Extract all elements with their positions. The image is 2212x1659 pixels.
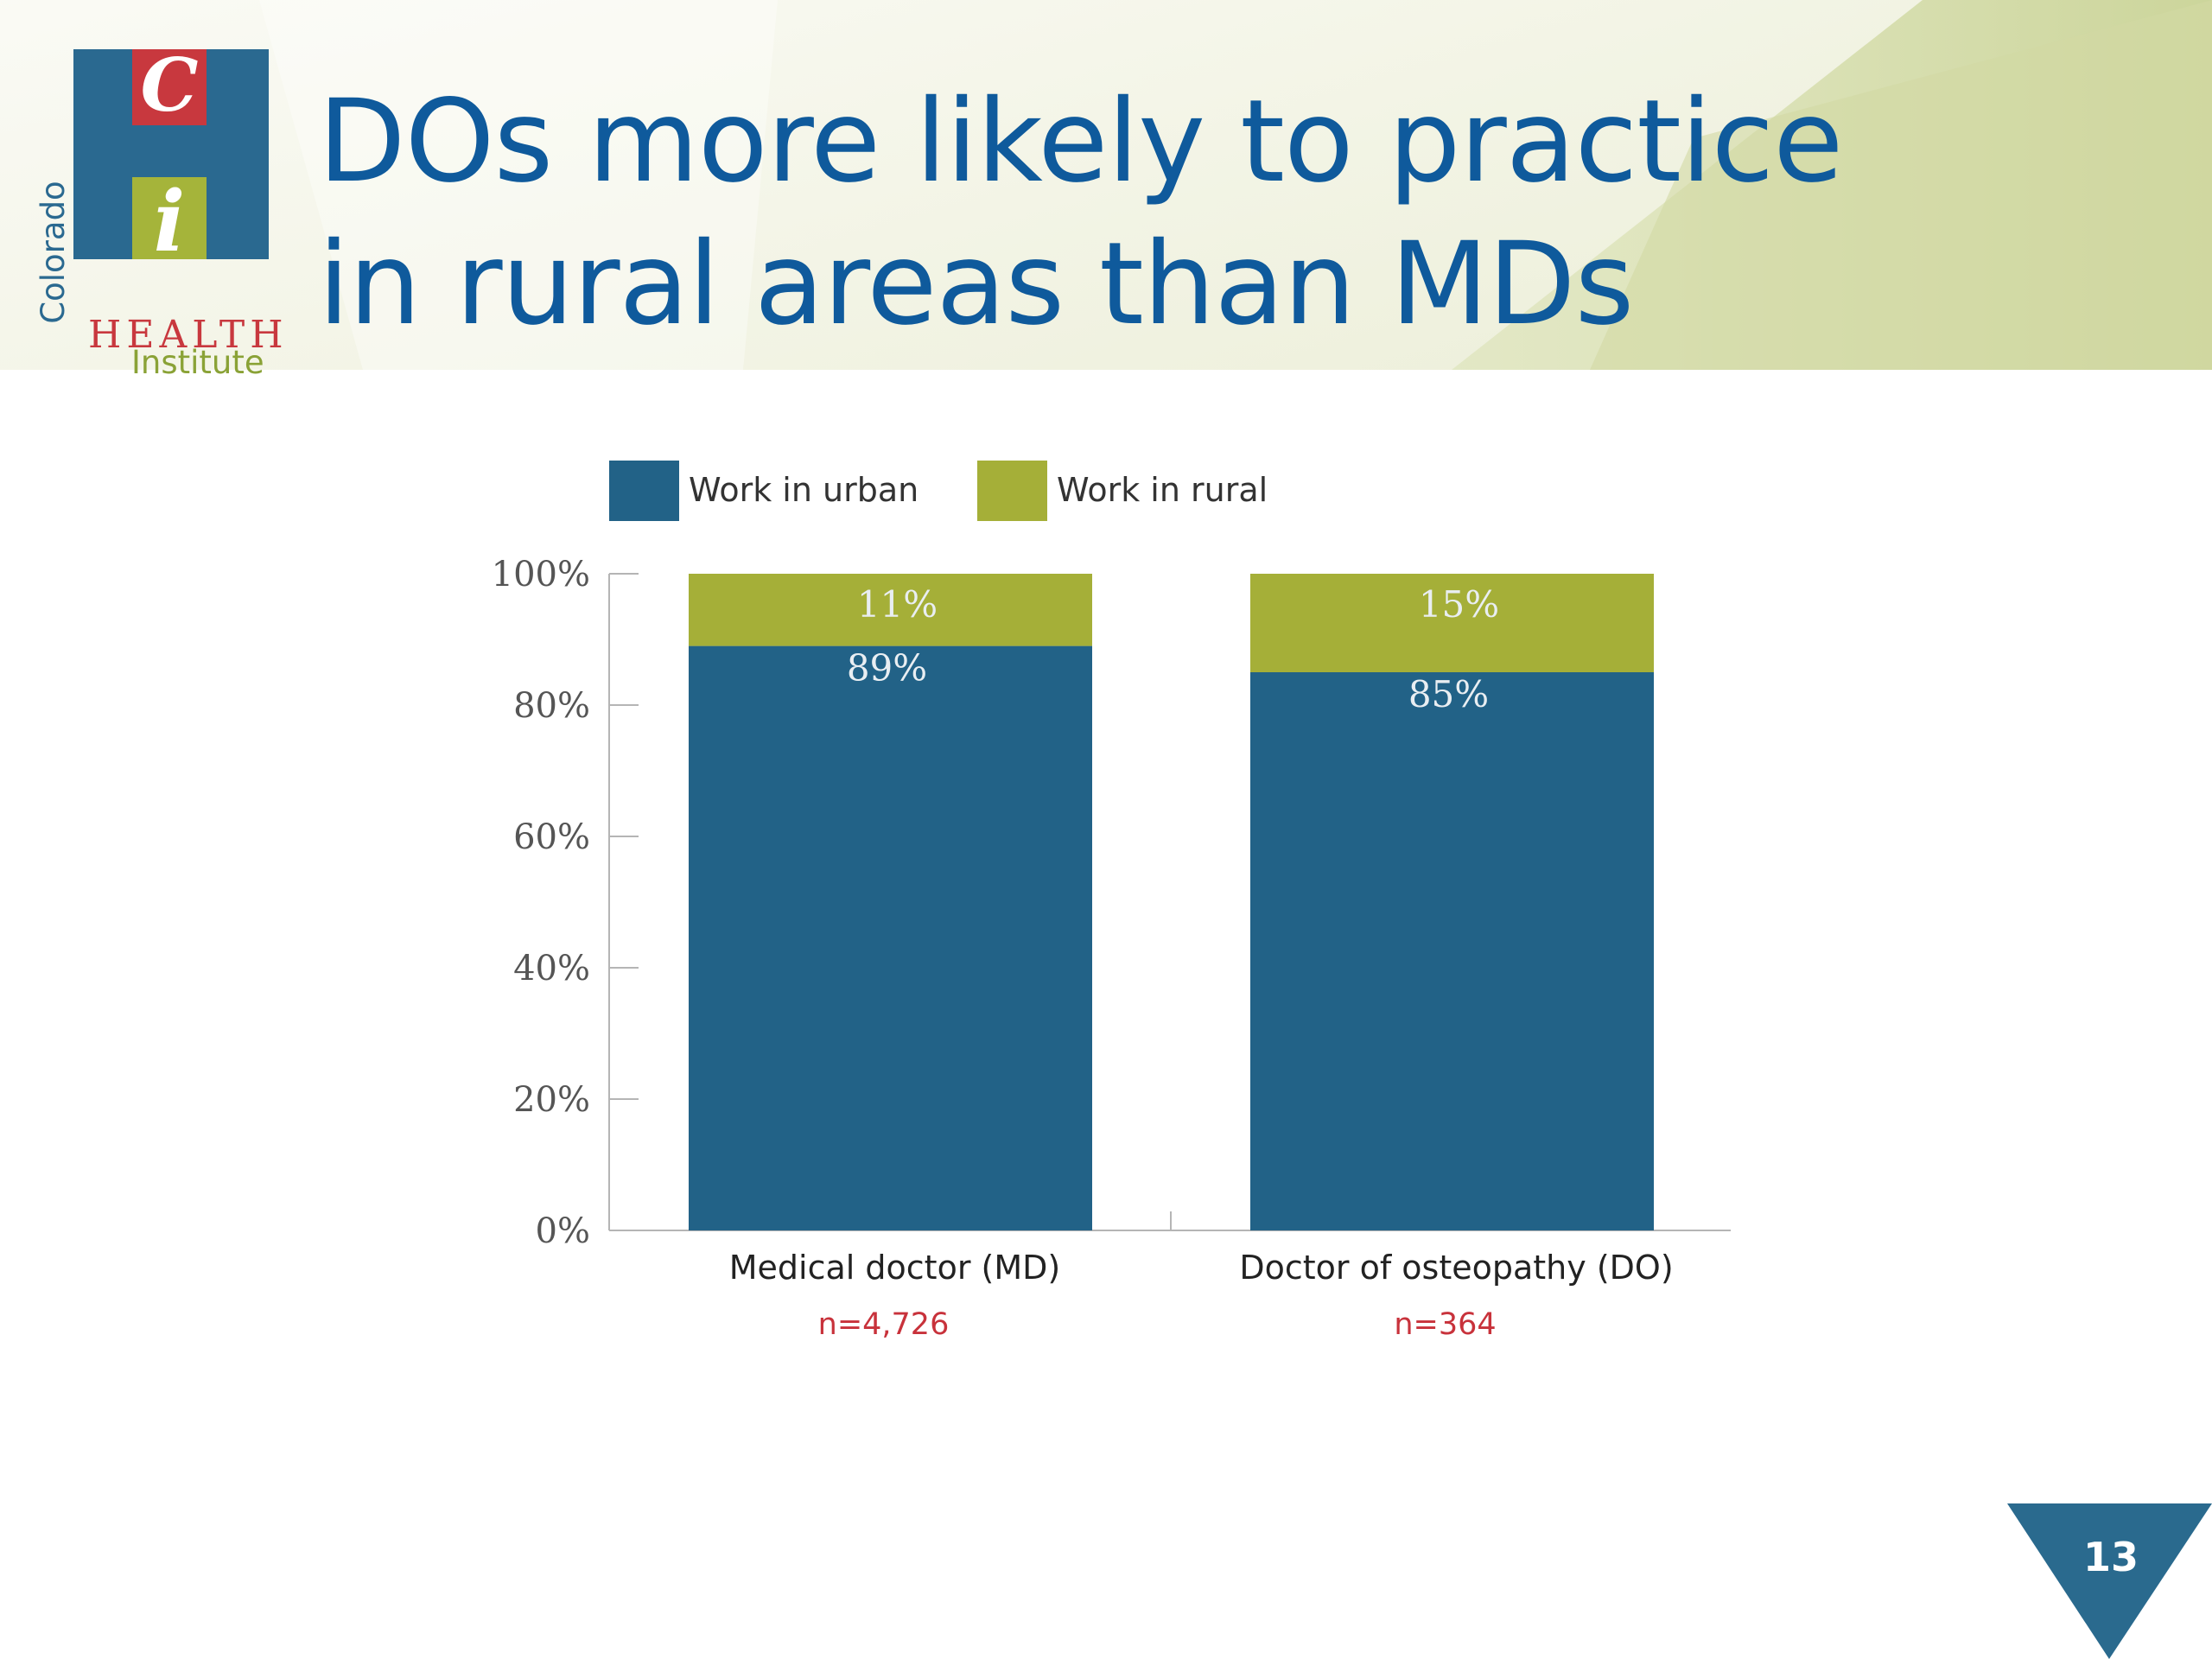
legend-label: Work in urban <box>689 471 918 509</box>
colorado-health-institute-logo: C i Colorado HEALTH Institute <box>17 43 285 381</box>
logo-wordmark: HEALTH <box>88 313 289 357</box>
header-banner <box>0 0 2212 370</box>
y-tick-label: 0% <box>536 1211 590 1251</box>
logo-mark: C i <box>73 43 269 270</box>
legend-swatch-urban <box>609 461 679 521</box>
sample-size-note: n=4,726 <box>818 1307 950 1342</box>
data-label-rural: 11% <box>857 583 938 626</box>
logo-letter-i: i <box>154 173 185 270</box>
sample-size-note: n=364 <box>1394 1307 1496 1342</box>
bar-rural <box>689 574 1092 646</box>
chart-bars <box>689 574 1654 1230</box>
legend-swatch-rural <box>977 461 1047 521</box>
y-tick-label: 100% <box>492 555 590 594</box>
y-tick-label: 60% <box>513 817 590 857</box>
page-number-badge <box>2007 1503 2212 1659</box>
y-tick-label: 80% <box>513 686 590 726</box>
bar-urban <box>689 645 1092 1230</box>
legend-label: Work in rural <box>1057 471 1268 509</box>
chart-legend: Work in urban Work in rural <box>609 461 1268 521</box>
logo-subtitle: Institute <box>131 344 264 381</box>
bar-urban <box>1250 672 1654 1230</box>
chart-labels: 11% 89% Medical doctor (MD) n=4,726 15% 85% Do… <box>729 583 1674 1342</box>
x-category-label: Medical doctor (MD) <box>729 1249 1060 1287</box>
y-tick-label: 40% <box>513 949 590 988</box>
data-label-rural: 15% <box>1419 583 1499 626</box>
x-category-label: Doctor of osteopathy (DO) <box>1239 1249 1673 1287</box>
slide-title: DOs more likely to practice in rural are… <box>318 75 1843 351</box>
data-label-urban: 85% <box>1408 673 1489 715</box>
bar-rural <box>1250 574 1654 672</box>
y-tick-label: 20% <box>513 1080 590 1120</box>
page-number: 13 <box>2082 1534 2139 1580</box>
data-label-urban: 89% <box>847 647 927 690</box>
logo-letter-c: C <box>141 43 199 128</box>
